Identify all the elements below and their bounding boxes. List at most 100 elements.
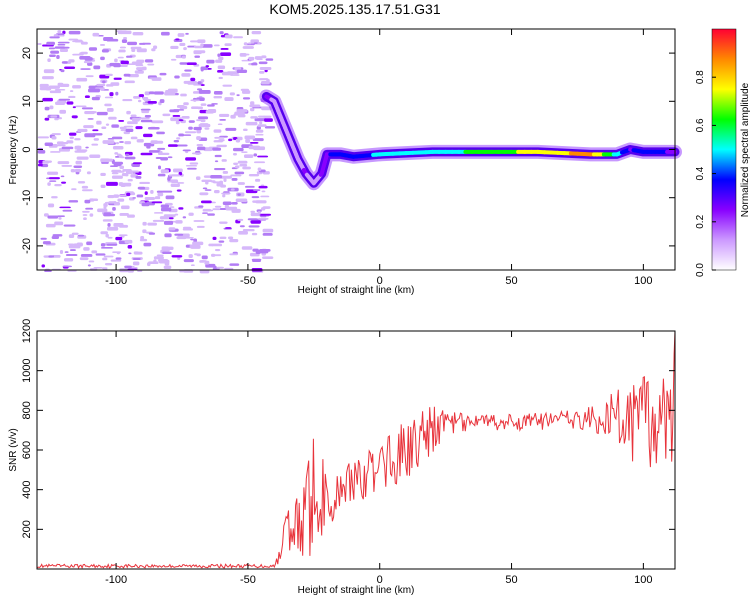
- noise-speck: [124, 173, 129, 177]
- noise-speck: [176, 236, 187, 240]
- noise-speck: [87, 118, 94, 120]
- noise-speck: [84, 95, 90, 98]
- noise-speck: [124, 141, 132, 145]
- noise-speck: [110, 82, 120, 86]
- noise-speck: [71, 232, 79, 235]
- noise-speck: [87, 264, 91, 267]
- noise-speck: [213, 96, 223, 99]
- spectrogram-y-label: Frequency (Hz): [8, 116, 19, 185]
- noise-speck: [178, 171, 183, 176]
- noise-speck: [222, 170, 229, 174]
- noise-speck: [50, 115, 58, 118]
- noise-speck: [72, 106, 76, 109]
- noise-speck: [124, 156, 136, 160]
- colorbar: 0.0 0.2 0.4 0.6 0.8 Normalized spectral ampl…: [695, 28, 750, 277]
- noise-speck: [232, 153, 237, 156]
- noise-speck: [82, 189, 93, 192]
- noise-speck: [100, 247, 113, 249]
- noise-speck: [238, 230, 248, 235]
- noise-speck: [213, 140, 223, 143]
- noise-speck: [51, 136, 57, 140]
- noise-speck: [241, 246, 253, 250]
- noise-speck: [60, 69, 65, 73]
- noise-speck: [260, 80, 270, 85]
- noise-speck: [147, 222, 157, 226]
- noise-speck: [143, 242, 152, 247]
- noise-speck: [54, 117, 59, 121]
- noise-speck: [101, 126, 107, 130]
- noise-speck: [225, 206, 238, 211]
- noise-speck: [261, 106, 272, 111]
- noise-speck: [49, 90, 62, 94]
- noise-speck: [99, 44, 106, 46]
- noise-speck: [175, 220, 183, 224]
- noise-speck: [178, 119, 184, 122]
- noise-speck: [222, 84, 233, 87]
- noise-speck: [255, 178, 261, 182]
- noise-speck: [228, 138, 233, 142]
- y-tick-label: 0: [21, 146, 33, 152]
- noise-speck: [88, 47, 98, 51]
- noise-speck: [233, 36, 243, 39]
- noise-speck: [258, 61, 268, 65]
- noise-speck: [40, 237, 47, 240]
- noise-speck: [150, 189, 154, 194]
- noise-speck: [159, 150, 163, 155]
- noise-speck: [140, 119, 153, 123]
- noise-speck: [169, 206, 175, 208]
- noise-speck: [53, 34, 59, 37]
- noise-speck: [45, 223, 56, 228]
- noise-speck: [119, 126, 127, 130]
- noise-speck: [59, 109, 67, 114]
- noise-speck: [131, 61, 143, 65]
- noise-speck: [220, 52, 232, 57]
- noise-speck: [197, 146, 206, 151]
- noise-speck: [207, 104, 215, 107]
- noise-speck: [88, 88, 100, 93]
- spectrogram-trace: [259, 89, 682, 191]
- noise-speck: [171, 255, 183, 258]
- noise-speck: [51, 196, 58, 199]
- noise-speck: [239, 163, 248, 167]
- noise-speck: [242, 166, 251, 170]
- noise-speck: [247, 42, 252, 45]
- noise-speck: [193, 238, 198, 243]
- noise-speck: [214, 205, 222, 208]
- noise-speck: [132, 257, 141, 261]
- noise-speck: [153, 259, 157, 264]
- noise-speck: [219, 221, 228, 224]
- noise-speck: [66, 140, 74, 144]
- noise-speck: [44, 106, 50, 111]
- x-tick-label: 0: [377, 574, 383, 586]
- noise-speck: [256, 209, 262, 212]
- noise-speck: [97, 208, 108, 213]
- noise-speck: [252, 248, 259, 252]
- noise-speck: [208, 243, 214, 247]
- noise-speck: [75, 105, 87, 108]
- noise-speck: [113, 77, 122, 80]
- noise-speck: [82, 210, 90, 213]
- noise-speck: [261, 55, 267, 59]
- noise-speck: [235, 198, 248, 203]
- colorbar-tick-label: 0.8: [695, 70, 706, 84]
- noise-speck: [49, 54, 56, 58]
- noise-speck: [153, 212, 164, 214]
- noise-speck: [200, 200, 212, 204]
- noise-speck: [169, 217, 174, 220]
- noise-speck: [204, 189, 212, 191]
- colorbar-tick-label: 0.2: [695, 214, 706, 228]
- noise-speck: [68, 95, 76, 99]
- noise-speck: [151, 201, 163, 204]
- noise-speck: [76, 156, 89, 160]
- noise-speck: [202, 212, 208, 214]
- noise-speck: [52, 234, 63, 237]
- noise-speck: [214, 154, 222, 158]
- noise-speck: [143, 133, 153, 138]
- noise-speck: [205, 110, 214, 114]
- snr-series: [36, 330, 676, 569]
- noise-speck: [210, 174, 223, 179]
- noise-speck: [107, 236, 113, 239]
- noise-speck: [47, 171, 59, 175]
- noise-speck: [136, 67, 146, 71]
